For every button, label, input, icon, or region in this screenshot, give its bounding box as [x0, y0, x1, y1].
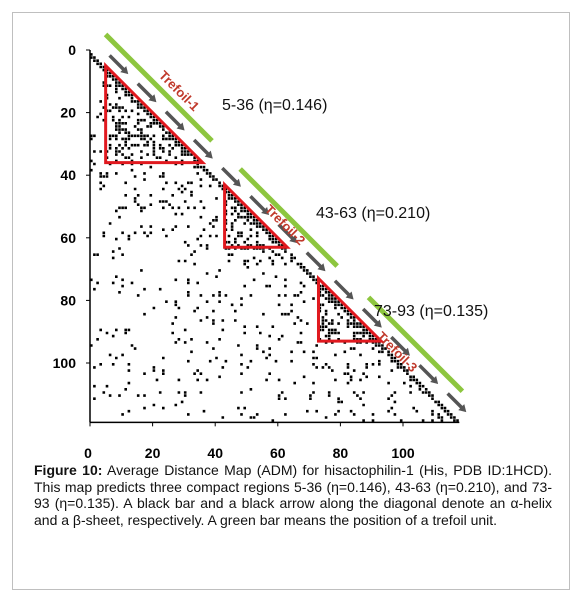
compact-region-outline [223, 180, 291, 249]
beta-arrow-shaft [277, 223, 296, 242]
x-tick-label: 60 [270, 445, 286, 460]
compact-regions [104, 62, 385, 343]
beta-arrow-head [176, 122, 185, 131]
contact-cells [90, 53, 459, 422]
x-tick-label: 20 [145, 445, 161, 460]
adm-chart: 0 20 40 60 80 100 0 20 40 60 80 100 5-36 (η=0.146) 4… [53, 32, 488, 460]
beta-arrow-shaft [192, 138, 211, 157]
caption-label: Figure 10: [34, 462, 103, 478]
region-label: 5-36 (η=0.146) [222, 97, 327, 114]
trefoil-bar [238, 167, 339, 268]
y-tick-label: 80 [60, 292, 76, 308]
beta-arrow-head [317, 263, 326, 272]
y-tick-label: 0 [68, 42, 76, 58]
beta-arrow-shaft [136, 82, 155, 101]
compact-region-outline [104, 62, 207, 165]
beta-arrow-shaft [446, 392, 465, 411]
beta-arrow-shaft [249, 195, 268, 214]
region-label: 73-93 (η=0.135) [374, 303, 488, 320]
figure-caption: Figure 10: Average Distance Map (ADM) fo… [34, 462, 552, 528]
beta-arrow-head [345, 291, 354, 300]
x-tick-label: 80 [333, 445, 349, 460]
contact-map [90, 53, 459, 422]
beta-arrow-shaft [333, 279, 352, 298]
axis-ticks: 0 20 40 60 80 100 0 20 40 60 80 100 [53, 42, 415, 460]
beta-arrow-head [204, 150, 213, 159]
beta-arrow-head [401, 347, 410, 356]
caption-text: Average Distance Map (ADM) for hisactoph… [34, 462, 553, 528]
beta-arrow-shaft [221, 166, 240, 186]
trefoil-bars [103, 32, 465, 394]
beta-arrow-head [430, 375, 439, 384]
x-tick-label: 40 [207, 445, 223, 460]
y-tick-label: 100 [53, 355, 77, 371]
beta-arrow-head [232, 178, 241, 187]
beta-arrow-shaft [305, 251, 324, 270]
beta-arrow-head [120, 66, 129, 75]
beta-arrow-head [373, 319, 382, 328]
beta-arrow-shaft [361, 307, 381, 326]
beta-arrow-head [458, 404, 467, 413]
beta-arrow-shaft [108, 54, 127, 73]
beta-sheet-arrows [108, 54, 467, 413]
y-tick-label: 60 [60, 230, 76, 246]
beta-arrow-head [261, 206, 270, 215]
y-tick-label: 20 [60, 105, 76, 121]
beta-arrow-shaft [164, 110, 183, 129]
trefoil-bar [366, 295, 465, 394]
beta-arrow-shaft [418, 364, 437, 383]
beta-arrow-shaft [390, 335, 409, 355]
x-tick-label: 100 [391, 445, 415, 460]
chart-axes [89, 50, 460, 424]
compact-region-outline [316, 274, 385, 343]
trefoil-bar [103, 32, 214, 143]
trefoil-label: Trefoil-2 [262, 202, 308, 248]
y-tick-label: 40 [60, 167, 76, 183]
beta-arrow-head [148, 94, 157, 103]
beta-arrow-head [289, 235, 298, 244]
region-label: 43-63 (η=0.210) [316, 205, 430, 222]
x-tick-label: 0 [84, 445, 92, 460]
